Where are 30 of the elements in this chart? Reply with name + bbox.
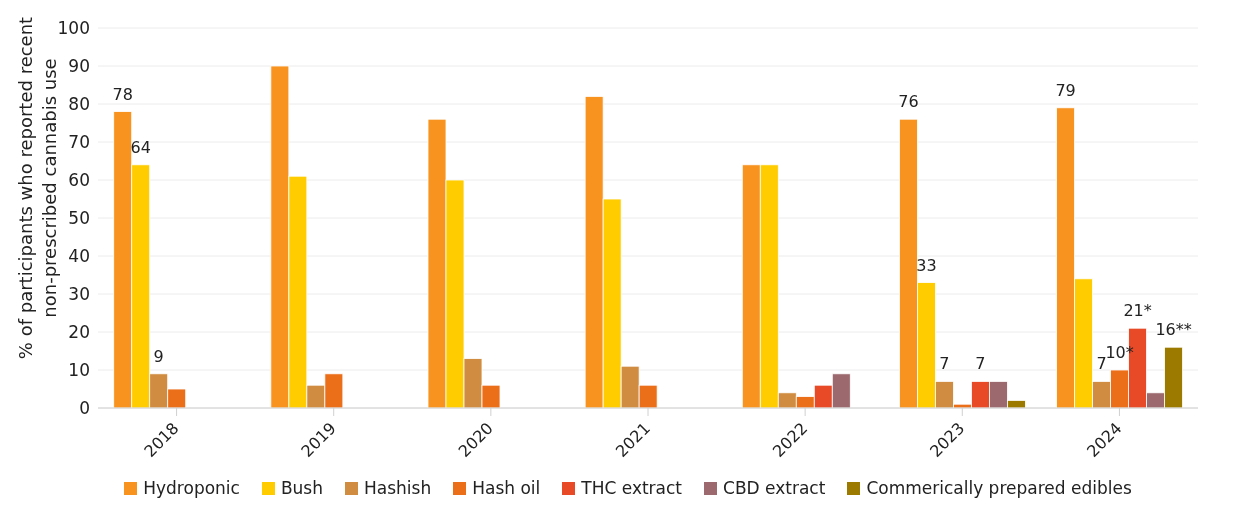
y-tick-label: 10 — [68, 360, 90, 381]
y-tick-label: 20 — [68, 322, 90, 343]
data-label: 21* — [1123, 301, 1152, 321]
legend-label: Hydroponic — [143, 478, 240, 498]
y-tick-label: 80 — [68, 94, 90, 115]
y-tick-label: 30 — [68, 284, 90, 305]
legend-label: Commerically prepared edibles — [866, 478, 1132, 498]
data-label: 7 — [1096, 354, 1107, 374]
y-tick-label: 70 — [68, 132, 90, 153]
data-label: 7 — [975, 354, 986, 374]
y-axis-title: % of participants who reported recent non-prescribed cannabis use — [15, 16, 60, 360]
y-tick-label: 50 — [68, 208, 90, 229]
data-label: 16** — [1155, 320, 1192, 340]
data-label: 79 — [1055, 80, 1076, 100]
legend-label: THC extract — [581, 478, 683, 498]
data-label: 76 — [898, 92, 919, 112]
y-tick-label: 40 — [68, 246, 90, 267]
y-tick-label: 90 — [68, 56, 90, 77]
data-label: 78 — [112, 84, 133, 104]
data-label: 33 — [916, 255, 937, 275]
legend-label: Hash oil — [472, 478, 541, 498]
y-tick-label: 100 — [57, 18, 90, 39]
y-tick-label: 0 — [79, 398, 90, 419]
legend-label: Hashish — [364, 478, 432, 498]
legend-label: CBD extract — [723, 478, 826, 498]
y-tick-label: 60 — [68, 170, 90, 191]
data-label: 64 — [130, 137, 151, 157]
data-label: 7 — [939, 354, 950, 374]
data-label: 9 — [153, 346, 164, 366]
legend-label: Bush — [280, 478, 323, 498]
